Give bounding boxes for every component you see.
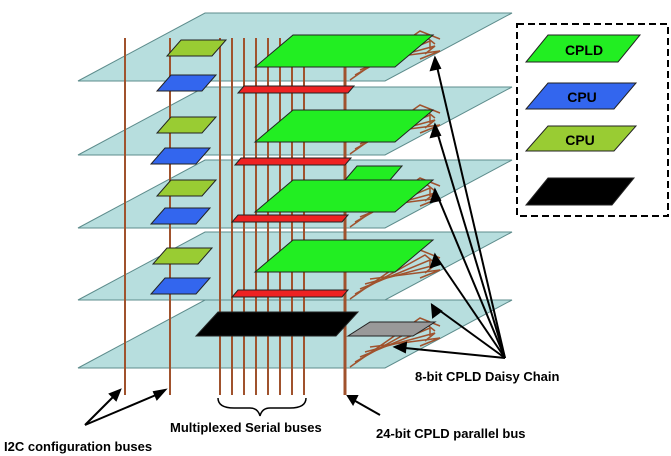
cpu-chip-blue bbox=[149, 277, 212, 295]
parallel-bus-label: 24-bit CPLD parallel bus bbox=[376, 426, 526, 441]
annotation-arrows bbox=[84, 55, 506, 426]
serial-mux-chip bbox=[230, 214, 350, 223]
cpu-chip-green bbox=[155, 116, 218, 134]
cpld-chip bbox=[253, 239, 435, 273]
serial-mux-chip bbox=[233, 157, 353, 166]
legend-cpu-green-swatch bbox=[524, 125, 638, 152]
chips bbox=[149, 34, 437, 337]
cpld-chip bbox=[253, 109, 435, 143]
serial-bus-brace bbox=[217, 397, 307, 417]
cpld-chip-small bbox=[343, 165, 404, 181]
daisy-chain-wire bbox=[364, 332, 436, 353]
daisy-chain-label: 8-bit CPLD Daisy Chain bbox=[415, 369, 560, 384]
cpu-chip-green bbox=[155, 179, 218, 197]
daisy-chain-wire bbox=[369, 337, 441, 348]
legend-cpu-blue-swatch bbox=[524, 82, 638, 110]
cpu-chip-green bbox=[165, 39, 228, 57]
i2c-buses-label: I2C configuration buses bbox=[4, 439, 152, 454]
serial-mux-chip bbox=[236, 85, 356, 94]
power-module bbox=[194, 311, 360, 337]
serial-buses-label: Multiplexed Serial buses bbox=[170, 420, 322, 435]
legend: CPLD CPU CPU power bbox=[516, 23, 669, 217]
daisy-chain-wire bbox=[369, 269, 441, 280]
legend-cpld-label: CPLD bbox=[565, 42, 603, 58]
legend-cpu-green-label: CPU bbox=[565, 132, 595, 148]
cpu-chip-blue bbox=[149, 207, 212, 225]
serial-mux-chip bbox=[230, 289, 350, 298]
cpu-chip-green bbox=[151, 247, 214, 265]
cpu-chip-blue bbox=[149, 147, 212, 165]
cpu-chip-blue bbox=[155, 74, 218, 92]
legend-power-swatch bbox=[524, 177, 636, 206]
spare-chip bbox=[346, 321, 437, 337]
cpld-chip bbox=[253, 34, 435, 68]
legend-cpld-swatch bbox=[524, 34, 642, 63]
legend-power-label: power bbox=[559, 184, 601, 200]
legend-cpu-blue-label: CPU bbox=[567, 89, 597, 105]
